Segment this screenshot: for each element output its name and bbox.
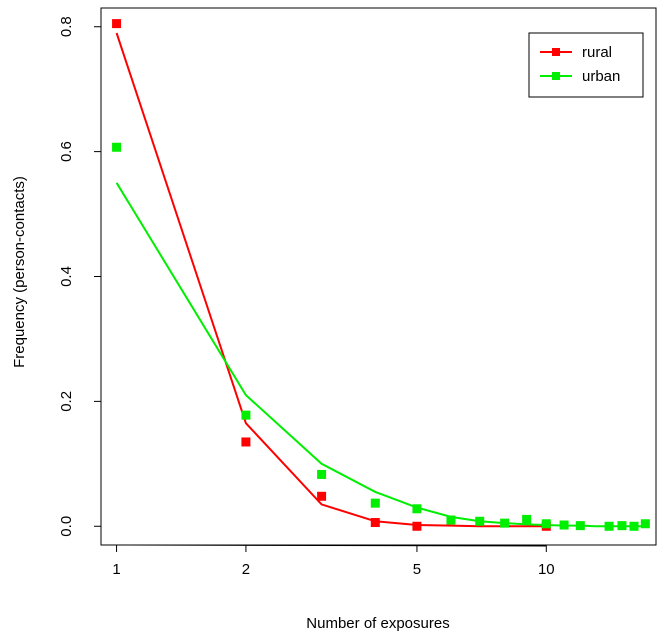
data-point-urban [617, 521, 627, 531]
x-tick-label: 5 [413, 561, 421, 578]
data-point-urban [640, 519, 650, 529]
y-axis-title: Frequency (person-contacts) [11, 176, 28, 368]
data-point-urban [559, 520, 569, 530]
y-tick-label: 0.4 [58, 266, 75, 287]
data-point-urban [604, 521, 614, 531]
x-tick-label: 10 [538, 561, 555, 578]
fit-lines [115, 32, 646, 528]
y-axis: 0.0 0.2 0.4 0.6 0.8 [58, 16, 102, 537]
data-point-urban [412, 504, 422, 514]
legend-marker-urban [552, 72, 560, 80]
fit-line-rural [115, 32, 547, 528]
fit-line-urban [115, 182, 646, 528]
data-point-urban [370, 498, 380, 508]
data-point-rural [317, 491, 327, 501]
data-point-rural [112, 19, 122, 29]
x-tick-label: 1 [112, 561, 120, 578]
x-axis: 1 2 5 10 [112, 544, 555, 578]
data-point-urban [446, 515, 456, 525]
legend-box [528, 32, 644, 98]
data-point-urban [522, 514, 532, 524]
y-tick-label: 0.8 [58, 16, 75, 37]
data-point-urban [500, 518, 510, 528]
legend-label-rural: rural [582, 44, 612, 61]
data-point-urban [475, 516, 485, 526]
data-point-urban [241, 410, 251, 420]
y-tick-label: 0.2 [58, 391, 75, 412]
data-point-urban [629, 521, 639, 531]
data-point-urban [575, 521, 585, 531]
data-point-rural [412, 521, 422, 531]
legend-marker-rural [552, 48, 560, 56]
y-tick-label: 0.6 [58, 141, 75, 162]
legend-label-urban: urban [582, 68, 620, 85]
data-point-urban [317, 469, 327, 479]
y-tick-label: 0.0 [58, 516, 75, 537]
x-axis-line [116, 544, 547, 547]
data-point-urban [112, 142, 122, 152]
x-axis-title: Number of exposures [306, 615, 449, 632]
legend: rural urban [528, 32, 644, 98]
data-point-urban [541, 519, 551, 529]
data-point-rural [370, 518, 380, 528]
data-point-rural [241, 437, 251, 447]
data-points [112, 19, 650, 531]
x-tick-label: 2 [242, 561, 250, 578]
